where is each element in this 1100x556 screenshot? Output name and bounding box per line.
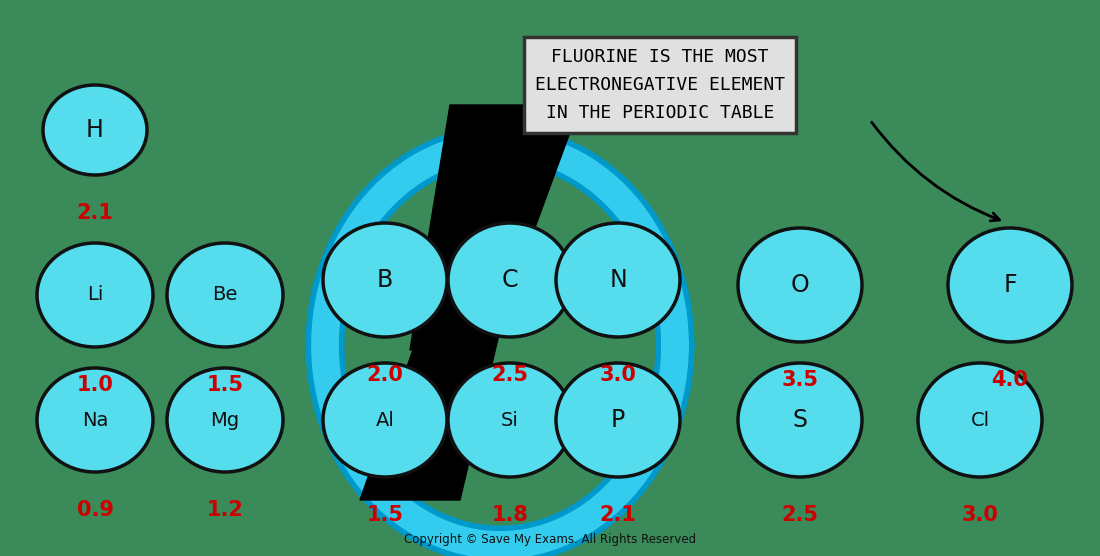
Text: Na: Na — [81, 410, 108, 429]
Ellipse shape — [948, 228, 1072, 342]
Text: Si: Si — [502, 410, 519, 429]
Ellipse shape — [918, 363, 1042, 477]
Text: 1.5: 1.5 — [366, 505, 404, 525]
Text: 1.2: 1.2 — [207, 500, 243, 520]
Ellipse shape — [556, 223, 680, 337]
Ellipse shape — [167, 243, 283, 347]
Text: 1.5: 1.5 — [207, 375, 243, 395]
Text: Al: Al — [375, 410, 395, 429]
Text: Be: Be — [212, 285, 238, 305]
Text: P: P — [610, 408, 625, 432]
Text: 3.5: 3.5 — [781, 370, 818, 390]
Text: 1.8: 1.8 — [492, 505, 528, 525]
Ellipse shape — [323, 223, 447, 337]
Ellipse shape — [738, 363, 862, 477]
Text: N: N — [609, 268, 627, 292]
Text: S: S — [792, 408, 807, 432]
Text: 2.5: 2.5 — [781, 505, 818, 525]
Ellipse shape — [37, 368, 153, 472]
Text: 1.0: 1.0 — [77, 375, 113, 395]
Text: H: H — [86, 118, 103, 142]
Text: 4.0: 4.0 — [991, 370, 1028, 390]
Ellipse shape — [43, 85, 147, 175]
Text: O: O — [791, 273, 810, 297]
Text: 2.1: 2.1 — [600, 505, 637, 525]
Text: 2.5: 2.5 — [492, 365, 528, 385]
Polygon shape — [410, 105, 580, 350]
Ellipse shape — [167, 368, 283, 472]
Text: F: F — [1003, 273, 1016, 297]
Ellipse shape — [448, 223, 572, 337]
Text: 0.9: 0.9 — [77, 500, 113, 520]
Ellipse shape — [323, 363, 447, 477]
Ellipse shape — [37, 243, 153, 347]
Text: Copyright © Save My Exams. All Rights Reserved: Copyright © Save My Exams. All Rights Re… — [404, 533, 696, 546]
Text: 3.0: 3.0 — [600, 365, 637, 385]
Text: Li: Li — [87, 285, 103, 305]
Ellipse shape — [738, 228, 862, 342]
Text: 3.0: 3.0 — [961, 505, 999, 525]
Text: 2.1: 2.1 — [77, 203, 113, 223]
Text: 2.0: 2.0 — [366, 365, 404, 385]
Ellipse shape — [556, 363, 680, 477]
Text: B: B — [377, 268, 393, 292]
Ellipse shape — [448, 363, 572, 477]
Text: C: C — [502, 268, 518, 292]
Text: Cl: Cl — [970, 410, 990, 429]
Polygon shape — [360, 330, 500, 500]
Text: Mg: Mg — [210, 410, 240, 429]
Text: FLUORINE IS THE MOST
ELECTRONEGATIVE ELEMENT
IN THE PERIODIC TABLE: FLUORINE IS THE MOST ELECTRONEGATIVE ELE… — [535, 48, 785, 122]
